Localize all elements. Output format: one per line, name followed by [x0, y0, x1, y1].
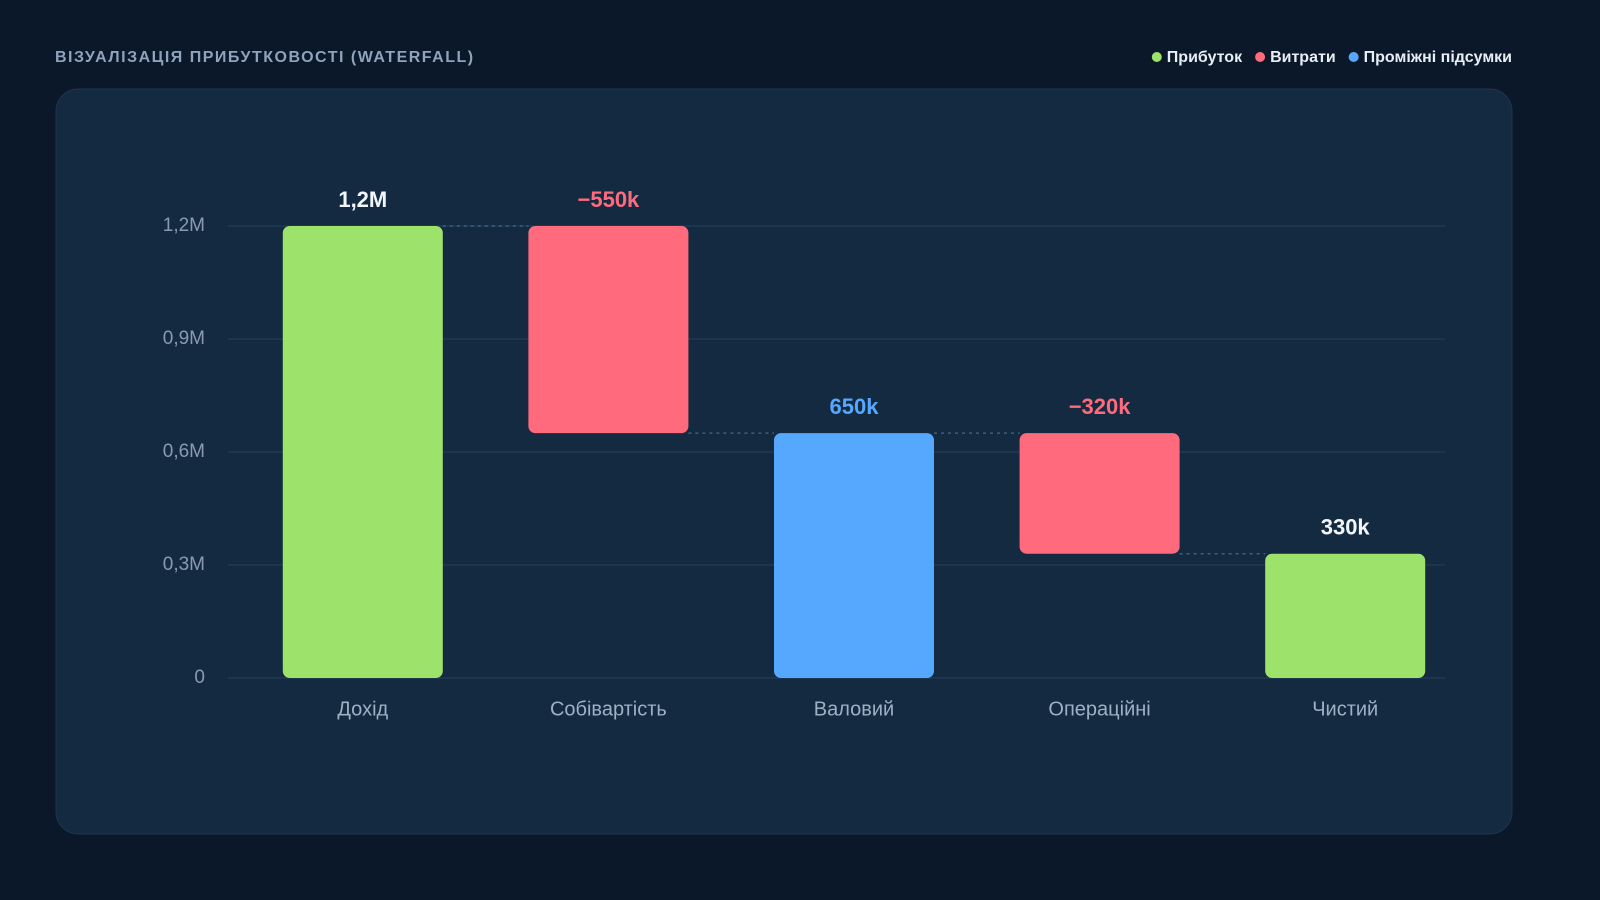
x-tick-label: Валовий: [814, 698, 894, 720]
y-tick-label: 0,6M: [163, 441, 205, 462]
legend-label: Витрати: [1270, 49, 1336, 66]
x-tick-label: Операційні: [1048, 698, 1150, 720]
y-tick-label: 1,2M: [163, 215, 205, 236]
legend-swatch: [1348, 52, 1359, 62]
y-tick-label: 0: [194, 667, 205, 688]
bar: [1019, 433, 1180, 554]
legend-label: Прибуток: [1167, 49, 1243, 66]
y-tick-label: 0,9M: [163, 328, 205, 349]
bar: [528, 226, 689, 434]
chart-title: ВІЗУАЛІЗАЦІЯ ПРИБУТКОВОСТІ (WATERFALL): [55, 49, 475, 66]
value-label: 650k: [830, 394, 880, 419]
value-label: −550k: [578, 187, 641, 212]
x-tick-label: Чистий: [1312, 698, 1378, 720]
legend-swatch: [1255, 52, 1266, 62]
value-label: 330k: [1321, 515, 1371, 540]
x-tick-label: Собівартість: [550, 698, 667, 720]
bar: [1265, 553, 1426, 678]
legend-label: Проміжні підсумки: [1364, 49, 1512, 66]
bar: [774, 433, 934, 678]
value-label: −320k: [1069, 394, 1132, 419]
value-label: 1,2M: [338, 187, 387, 212]
x-tick-label: Дохід: [337, 698, 388, 720]
legend-swatch: [1151, 52, 1162, 62]
y-tick-label: 0,3M: [163, 554, 205, 575]
bar: [282, 226, 443, 678]
